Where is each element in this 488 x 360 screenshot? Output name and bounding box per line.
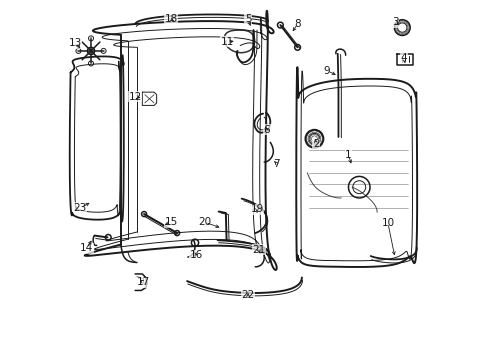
Text: 19: 19 bbox=[250, 204, 263, 215]
Text: 17: 17 bbox=[137, 277, 150, 287]
Text: 11: 11 bbox=[220, 37, 233, 47]
Text: 6: 6 bbox=[263, 125, 269, 135]
Text: 21: 21 bbox=[252, 245, 265, 255]
Text: 5: 5 bbox=[244, 14, 251, 24]
Text: 9: 9 bbox=[323, 66, 329, 76]
Text: 20: 20 bbox=[198, 217, 211, 227]
Text: 1: 1 bbox=[345, 150, 351, 160]
Text: 13: 13 bbox=[68, 38, 81, 48]
Text: 18: 18 bbox=[164, 14, 177, 24]
Text: 3: 3 bbox=[391, 17, 398, 27]
Text: 2: 2 bbox=[312, 139, 319, 149]
Text: 8: 8 bbox=[294, 19, 300, 29]
Text: 16: 16 bbox=[189, 250, 203, 260]
Text: 10: 10 bbox=[381, 218, 394, 228]
Text: 14: 14 bbox=[80, 243, 93, 253]
Text: 4: 4 bbox=[400, 53, 407, 63]
Text: 23: 23 bbox=[74, 203, 87, 213]
Text: 12: 12 bbox=[128, 92, 142, 102]
Text: 7: 7 bbox=[273, 159, 280, 169]
Text: 22: 22 bbox=[241, 290, 254, 300]
Text: 15: 15 bbox=[164, 217, 177, 227]
